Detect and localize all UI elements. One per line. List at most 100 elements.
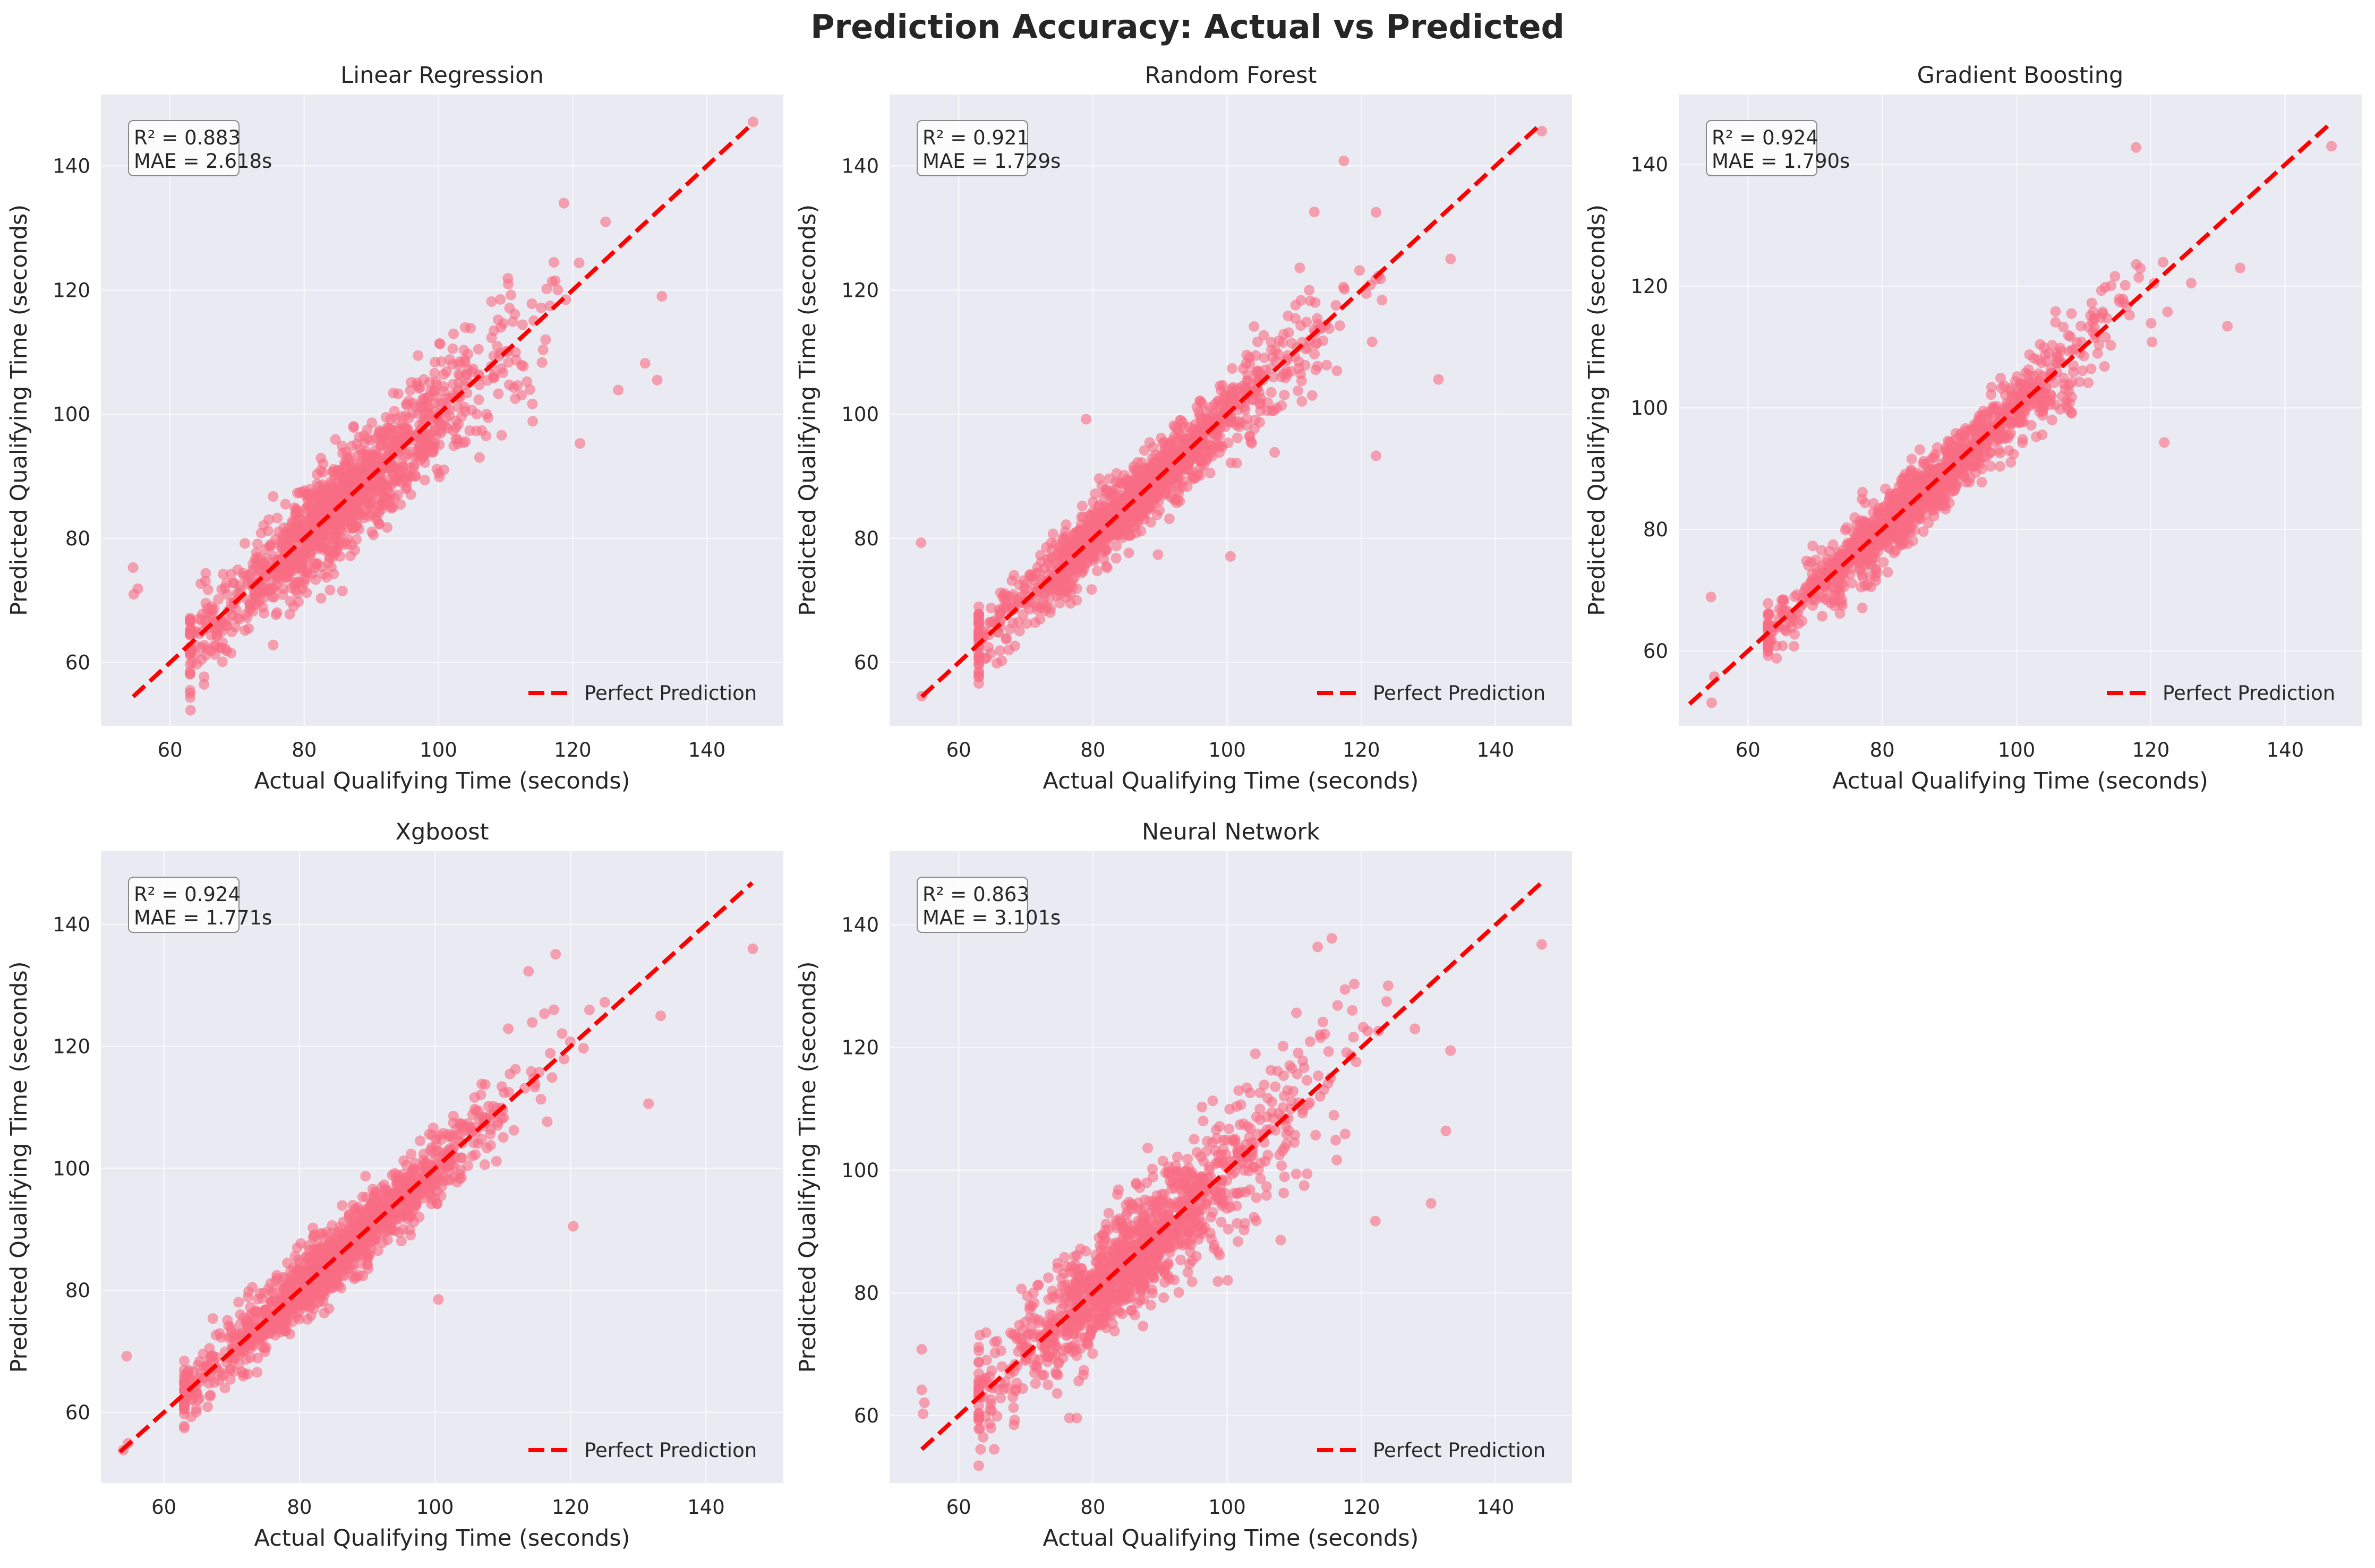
scatter-point [1216,397,1227,408]
scatter-point [346,539,357,550]
scatter-point [542,1116,553,1127]
scatter-point [2105,340,2116,351]
scatter-point [1041,542,1052,553]
scatter-point [560,294,571,305]
y-axis-label: Predicted Qualifying Time (seconds) [1584,204,1610,616]
scatter-point [2147,337,2158,347]
x-tick-label: 120 [1343,739,1380,761]
scatter-point [324,585,336,596]
scatter-point [1909,525,1920,536]
x-tick-label: 140 [1477,739,1515,761]
x-tick-label: 100 [1998,739,2036,761]
scatter-point [474,379,485,390]
scatter-point [459,322,471,333]
scatter-point [995,614,1006,625]
scatter-point [1098,553,1109,564]
scatter-point [550,275,561,286]
scatter-point [326,561,337,572]
scatter-point [252,557,263,568]
scatter-point [1937,500,1949,511]
scatter-point [1110,476,1122,487]
scatter-point [2159,437,2170,448]
scatter-point [2086,363,2097,374]
scatter-point [1536,126,1548,136]
scatter-point [220,644,231,655]
scatter-point [412,450,423,461]
scatter-point [1864,545,1875,556]
scatter-point [1047,528,1058,539]
scatter-point [309,562,320,573]
scatter-point [578,1043,589,1054]
scatter-point [2094,339,2105,350]
scatter-point [401,473,412,484]
scatter-point [973,667,984,678]
scatter-point [271,1270,283,1281]
scatter-point [1168,420,1180,431]
scatter-point [526,298,537,309]
scatter-point [486,296,497,307]
scatter-point [2120,280,2131,291]
scatter-point [2083,378,2094,388]
scatter-point [559,1053,570,1065]
scatter-point [200,650,211,661]
scatter-point [295,1238,306,1249]
scatter-point [315,593,327,604]
scatter-point [282,570,293,581]
scatter-point [1154,485,1164,496]
x-tick-label: 140 [2267,739,2304,761]
scatter-point [259,1343,270,1353]
x-axis-label: Actual Qualifying Time (seconds) [1043,768,1419,794]
scatter-point [1098,527,1109,538]
scatter-point [209,1377,220,1388]
scatter-point [510,347,521,358]
scatter-point [329,525,340,536]
scatter-point [1081,414,1092,425]
scatter-point [469,1092,480,1103]
scatter-point [2066,408,2077,419]
scatter-point [1334,320,1345,331]
scatter-point [436,356,447,367]
legend-label: Perfect Prediction [2163,682,2335,705]
scatter-point [656,291,668,302]
scatter-point [2235,262,2246,273]
y-tick-label: 80 [65,527,90,550]
scatter-point [1955,459,1967,470]
x-axis-label: Actual Qualifying Time (seconds) [254,768,630,794]
scatter-point [1107,505,1118,516]
scatter-point [1132,457,1143,468]
scatter-point [548,257,559,268]
scatter-point [361,460,372,471]
scatter-point [1331,365,1343,376]
scatter-point [1030,617,1041,628]
scatter-point [230,621,241,632]
scatter-point [1318,335,1329,346]
scatter-point [1021,578,1032,589]
scatter-point [228,578,239,589]
scatter-point [1172,494,1183,505]
scatter-point [1989,403,2001,414]
scatter-point [1029,598,1040,609]
scatter-point [301,573,312,585]
scatter-point [1086,584,1097,595]
scatter-point [333,1280,344,1291]
scatter-point [252,538,263,550]
scatter-point [1985,461,1996,472]
scatter-point [512,380,523,391]
scatter-point [1122,474,1133,485]
scatter-point [191,1407,202,1418]
scatter-point [1869,521,1881,533]
scatter-point [1122,518,1133,528]
scatter-point [452,1129,464,1140]
scatter-point [1112,525,1123,536]
scatter-point [214,1366,225,1377]
scatter-point [1779,605,1790,616]
scatter-point [127,562,139,573]
scatter-point [1033,590,1044,601]
x-tick-label: 80 [1870,739,1895,761]
scatter-point [373,1245,383,1256]
scatter-point [1100,484,1111,495]
scatter-point [1969,424,1980,435]
scatter-point [1176,461,1187,473]
y-tick-label: 120 [53,279,90,302]
